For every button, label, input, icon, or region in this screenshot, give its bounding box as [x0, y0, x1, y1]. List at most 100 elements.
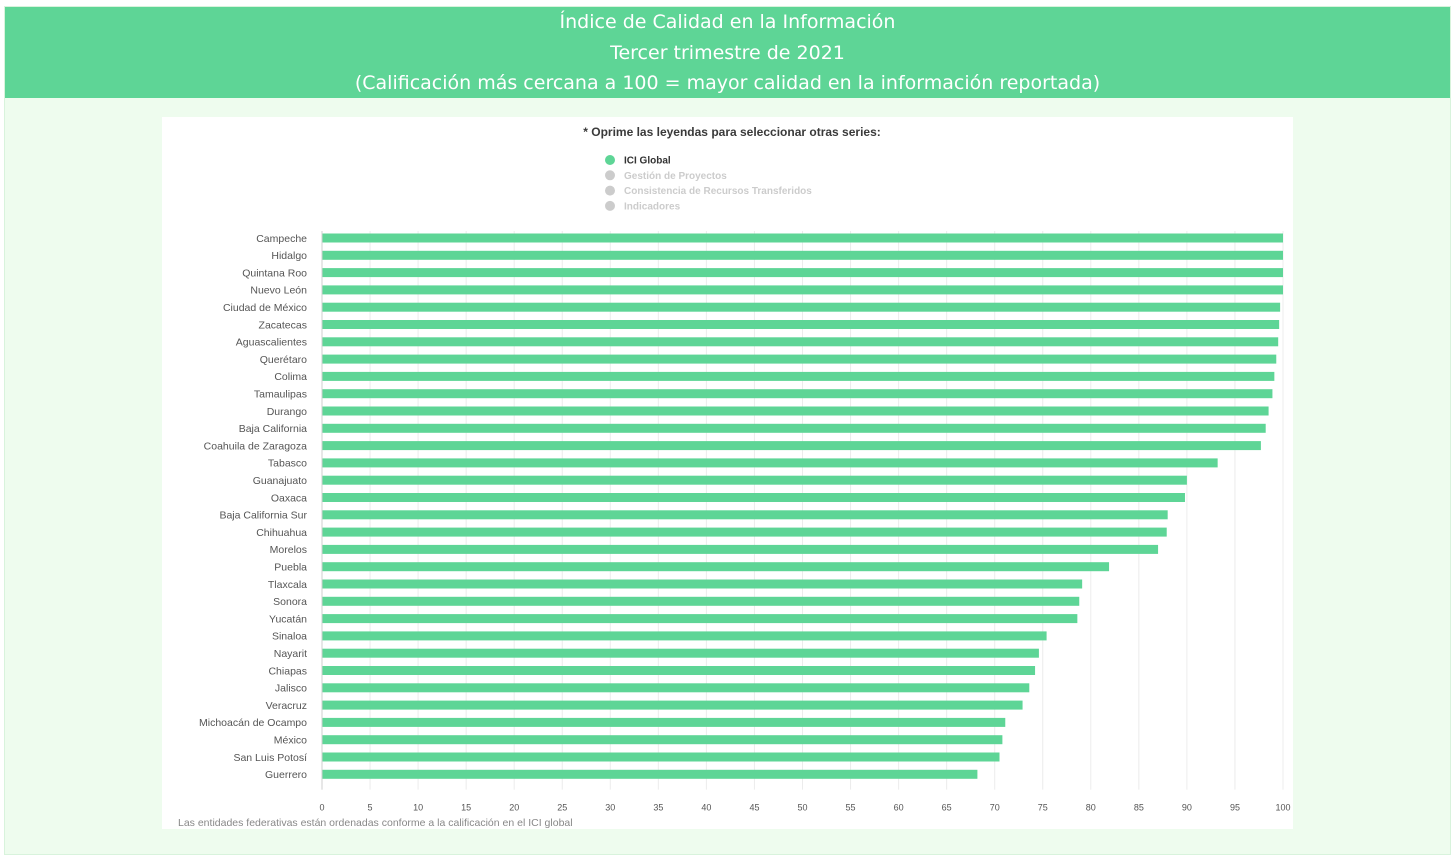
- bar[interactable]: [322, 527, 1167, 537]
- bar[interactable]: [322, 423, 1266, 433]
- chart-subtitle: Tercer trimestre de 2021: [610, 41, 845, 64]
- bar[interactable]: [322, 320, 1280, 329]
- category-label: Baja California: [239, 423, 307, 435]
- title-banner: Índice de Calidad en la Información Terc…: [5, 7, 1450, 98]
- category-label: Tlaxcala: [268, 579, 307, 591]
- category-label: Sinaloa: [272, 631, 307, 643]
- bar[interactable]: [322, 302, 1281, 312]
- bar[interactable]: [322, 614, 1078, 624]
- bar[interactable]: [322, 406, 1269, 416]
- chart-description: (Calificación más cercana a 100 = mayor …: [354, 72, 1101, 94]
- x-tick-label: 45: [749, 803, 759, 813]
- bar[interactable]: [322, 475, 1187, 485]
- category-label: Jalisco: [275, 683, 307, 695]
- bar[interactable]: [322, 354, 1277, 364]
- bars: [322, 233, 1283, 779]
- bar[interactable]: [322, 631, 1047, 641]
- category-label: Aguascalientes: [236, 337, 307, 349]
- bar[interactable]: [322, 250, 1283, 260]
- category-label: Nayarit: [274, 648, 307, 660]
- bar[interactable]: [322, 579, 1083, 589]
- legend-marker-3[interactable]: [605, 200, 615, 211]
- legend-hint: * Oprime las leyendas para seleccionar o…: [583, 125, 881, 139]
- bar[interactable]: [322, 268, 1283, 278]
- category-label: Sonora: [273, 596, 307, 608]
- category-label: Veracruz: [266, 700, 307, 712]
- bar[interactable]: [322, 371, 1275, 381]
- category-label: Nuevo León: [250, 285, 307, 297]
- category-label: Tabasco: [268, 458, 307, 470]
- footnote: Las entidades federativas están ordenada…: [178, 817, 573, 829]
- bar[interactable]: [322, 285, 1283, 295]
- x-tick-label: 25: [557, 803, 567, 813]
- category-label: Querétaro: [260, 354, 307, 366]
- x-tick-label: 100: [1275, 803, 1290, 813]
- bar[interactable]: [322, 337, 1279, 347]
- bar[interactable]: [322, 562, 1110, 572]
- category-label: Chihuahua: [256, 527, 307, 539]
- x-tick-label: 75: [1038, 803, 1048, 813]
- category-label: Zacatecas: [259, 319, 307, 331]
- bar-chart: * Oprime las leyendas para seleccionar o…: [178, 125, 1291, 829]
- category-label: Yucatán: [269, 613, 307, 625]
- bar[interactable]: [322, 441, 1261, 451]
- x-tick-label: 80: [1086, 803, 1096, 813]
- bar[interactable]: [322, 458, 1218, 468]
- category-label: Oaxaca: [271, 492, 307, 504]
- category-label: Baja California Sur: [219, 510, 307, 522]
- legend-item-3[interactable]: Indicadores: [624, 201, 681, 212]
- x-tick-label: 55: [846, 803, 856, 813]
- bar[interactable]: [322, 510, 1168, 520]
- legend-item-0[interactable]: ICI Global: [624, 156, 671, 167]
- category-label: Tamaulipas: [254, 389, 307, 401]
- bar[interactable]: [322, 700, 1023, 710]
- legend-marker-1[interactable]: [605, 170, 615, 181]
- legend-marker-0[interactable]: [605, 155, 615, 165]
- category-label: México: [274, 735, 307, 747]
- bar[interactable]: [322, 493, 1185, 502]
- category-label: Quintana Roo: [242, 267, 307, 279]
- chart-panel: * Oprime las leyendas para seleccionar o…: [162, 117, 1293, 829]
- category-label: Ciudad de México: [223, 302, 307, 314]
- legend-item-1[interactable]: Gestión de Proyectos: [624, 171, 727, 182]
- x-tick-labels: 0 5 10 15 20 25 30 35 40 45 50 55 60 65 70 75 80 85 90 95 10…: [319, 803, 1290, 813]
- x-tick-label: 65: [942, 803, 952, 813]
- x-tick-label: 20: [509, 803, 519, 813]
- category-label: Coahuila de Zaragoza: [204, 440, 307, 452]
- x-tick-label: 95: [1230, 803, 1240, 813]
- category-label: Hidalgo: [271, 250, 307, 262]
- x-tick-label: 0: [319, 803, 324, 813]
- bar[interactable]: [322, 648, 1039, 658]
- category-label: Puebla: [274, 562, 307, 574]
- category-label: Chiapas: [268, 665, 307, 677]
- x-tick-label: 50: [797, 803, 807, 813]
- category-label: San Luis Potosí: [233, 752, 307, 764]
- x-tick-label: 40: [701, 803, 711, 813]
- x-tick-label: 10: [413, 803, 423, 813]
- legend-item-2[interactable]: Consistencia de Recursos Transferidos: [624, 186, 812, 197]
- bar[interactable]: [322, 717, 1006, 727]
- legend: ICI Global Gestión de Proyectos Consistenc…: [605, 155, 812, 212]
- bar[interactable]: [322, 233, 1283, 243]
- legend-marker-2[interactable]: [605, 185, 615, 196]
- bar[interactable]: [322, 752, 1000, 762]
- category-label: Michoacán de Ocampo: [199, 717, 307, 729]
- bar[interactable]: [322, 683, 1030, 693]
- x-tick-label: 15: [461, 803, 471, 813]
- x-tick-label: 70: [990, 803, 1000, 813]
- category-label: Durango: [267, 406, 307, 418]
- bar[interactable]: [322, 735, 1003, 745]
- bar[interactable]: [322, 544, 1159, 554]
- x-tick-label: 30: [605, 803, 615, 813]
- bar[interactable]: [322, 666, 1036, 675]
- chart-title: Índice de Calidad en la Información: [559, 11, 896, 33]
- category-label: Guerrero: [265, 769, 307, 781]
- category-label: Colima: [274, 371, 307, 383]
- bar[interactable]: [322, 769, 978, 779]
- bar[interactable]: [322, 389, 1273, 399]
- x-tick-label: 60: [894, 803, 904, 813]
- bar[interactable]: [322, 596, 1080, 606]
- category-label: Morelos: [270, 544, 307, 556]
- x-tick-label: 90: [1182, 803, 1192, 813]
- x-tick-label: 5: [368, 803, 373, 813]
